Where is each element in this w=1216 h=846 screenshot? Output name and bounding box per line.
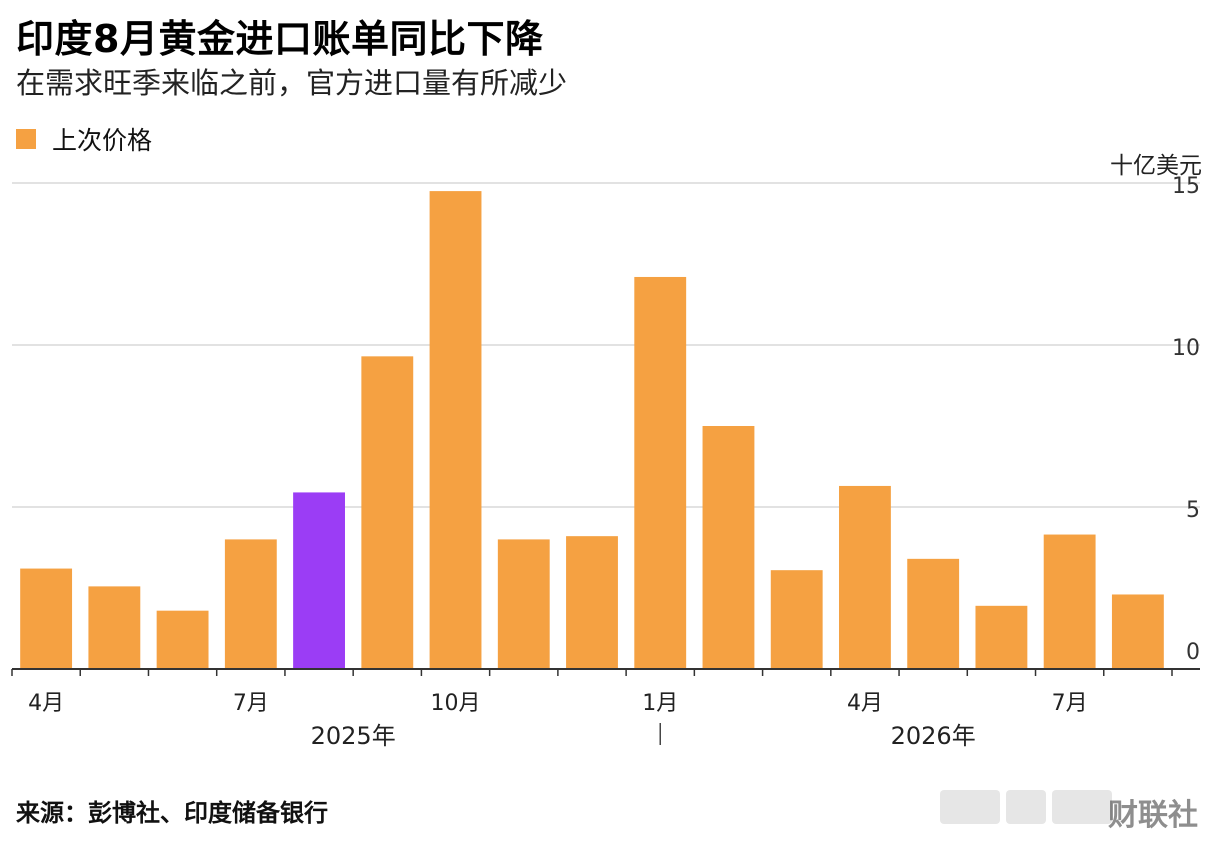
- x-tick-label: 10月: [431, 691, 481, 716]
- bar: [293, 492, 345, 669]
- axis-labels: 0 5 10 15 4月 7月 10月 1月 4月 7月 2025年 2026年: [28, 174, 1200, 750]
- x-tick-label: 4月: [28, 691, 64, 716]
- legend-label: 上次价格: [52, 126, 153, 155]
- chart-subtitle: 在需求旺季来临之前，官方进口量有所减少: [16, 66, 568, 100]
- bar: [1043, 534, 1096, 669]
- legend-swatch: [16, 129, 36, 149]
- axes: [11, 668, 1200, 745]
- bar: [224, 539, 277, 669]
- bar: [566, 536, 618, 669]
- watermark-logo: 财联社: [940, 782, 1202, 833]
- y-tick-label: 5: [1186, 498, 1200, 523]
- bar: [770, 570, 823, 669]
- bar: [634, 276, 687, 669]
- bar: [839, 485, 891, 669]
- bar: [88, 586, 141, 669]
- bar: [361, 356, 414, 669]
- bar: [497, 539, 550, 669]
- legend: 上次价格: [16, 124, 153, 155]
- x-tick-label: 1月: [642, 691, 678, 716]
- x-tick-label: 7月: [1052, 691, 1088, 716]
- gridlines: [12, 182, 1200, 508]
- x-tick-label: 4月: [847, 691, 883, 716]
- chart-title: 印度8月黄金进口账单同比下降: [16, 17, 544, 61]
- bar: [20, 568, 73, 669]
- x-tick-label: 7月: [233, 691, 269, 716]
- bar: [156, 610, 209, 669]
- y-axis-unit-label: 十亿美元: [1110, 153, 1202, 179]
- bar: [1111, 594, 1164, 669]
- bar: [702, 426, 755, 669]
- year-label: 2026年: [891, 722, 976, 750]
- year-label: 2025年: [311, 722, 396, 750]
- y-tick-label: 0: [1186, 640, 1200, 665]
- source-note: 来源：彭博社、印度储备银行: [16, 799, 328, 827]
- watermark-text: 财联社: [1108, 798, 1198, 833]
- y-tick-label: 10: [1172, 336, 1200, 361]
- y-tick-label: 15: [1172, 174, 1200, 199]
- bars: [20, 191, 1164, 669]
- bar: [975, 605, 1028, 669]
- bar: [907, 558, 960, 669]
- bar: [429, 191, 482, 669]
